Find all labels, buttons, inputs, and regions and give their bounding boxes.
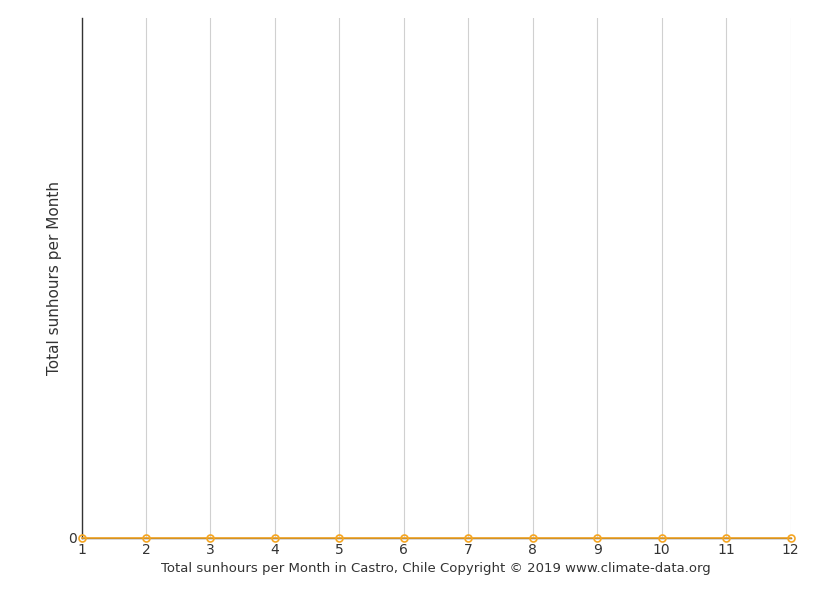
- Y-axis label: Total sunhours per Month: Total sunhours per Month: [47, 181, 62, 375]
- X-axis label: Total sunhours per Month in Castro, Chile Copyright © 2019 www.climate-data.org: Total sunhours per Month in Castro, Chil…: [161, 562, 711, 575]
